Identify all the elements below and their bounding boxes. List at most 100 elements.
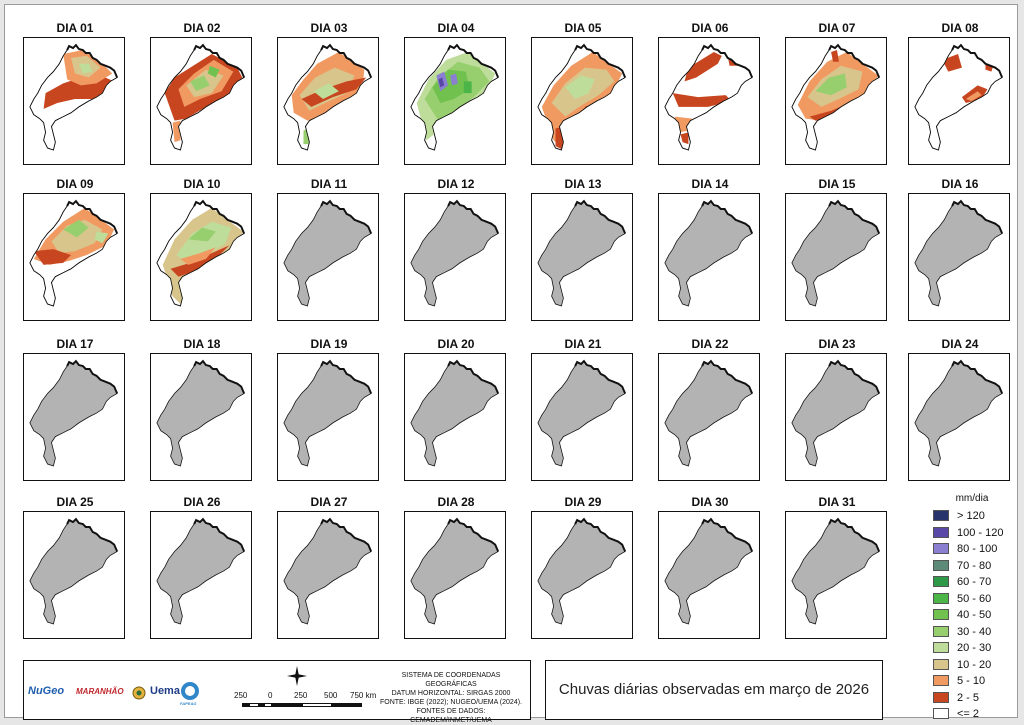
map-frame [531, 353, 633, 481]
day-label: DIA 17 [56, 337, 94, 351]
state-outline [537, 200, 626, 307]
daily-map-panel: DIA 15 [785, 177, 889, 321]
state-outline [410, 518, 499, 625]
daily-map-panel: DIA 20 [404, 337, 508, 481]
rainfall-field [797, 50, 879, 121]
map-frame [785, 353, 887, 481]
state-outline [410, 200, 499, 307]
state-map [29, 199, 119, 307]
daily-map-panel: DIA 16 [908, 177, 1012, 321]
legend-item: 60 - 70 [933, 575, 1017, 589]
state-map [664, 43, 754, 151]
legend-label: 80 - 100 [957, 543, 998, 555]
state-outline [537, 518, 626, 625]
map-frame [404, 511, 506, 639]
state-map [537, 199, 627, 307]
legend-item: 5 - 10 [933, 674, 1017, 688]
coastline [66, 43, 119, 78]
legend-label: 20 - 30 [957, 642, 992, 654]
daily-map-panel: DIA 19 [277, 337, 381, 481]
map-frame [277, 511, 379, 639]
legend-label: 30 - 40 [957, 625, 992, 638]
coastline [66, 359, 119, 394]
legend-item: 20 - 30 [933, 641, 1017, 655]
coastline [193, 43, 246, 78]
coastline [951, 43, 1004, 78]
daily-map-panel: DIA 13 [531, 177, 635, 321]
state-outline [283, 200, 372, 307]
map-frame [531, 193, 633, 321]
uema-logo: Uema [150, 685, 180, 697]
rainfall-field [416, 51, 496, 141]
map-frame [658, 511, 760, 639]
title-box: Chuvas diárias observadas em março de 20… [545, 660, 883, 720]
coastline [828, 517, 881, 552]
coastline [951, 199, 1004, 234]
coastline [828, 199, 881, 234]
map-frame [23, 193, 125, 321]
daily-map-panel: DIA 29 [531, 495, 635, 639]
map-frame [23, 353, 125, 481]
coastline [701, 517, 754, 552]
day-label: DIA 29 [564, 495, 602, 509]
legend-item: 30 - 40 [933, 625, 1017, 639]
day-label: DIA 15 [818, 177, 856, 191]
legend: mm/dia > 120 100 - 120 80 - 100 70 - 80 60 -… [927, 493, 1017, 721]
map-frame [785, 37, 887, 165]
scale-tick: 500 [324, 691, 338, 700]
rainfall-zone [313, 83, 339, 100]
metadata-line: FONTES DE DADOS: CEMADEM/INMET/UEMA [410, 708, 492, 724]
rainfall-zone [190, 75, 210, 92]
day-label: DIA 06 [691, 21, 729, 35]
coastline [701, 43, 754, 78]
scale-bar-segment [302, 703, 332, 707]
coastline [701, 359, 754, 394]
legend-label: 5 - 10 [957, 675, 986, 687]
map-frame [277, 193, 379, 321]
coastline [447, 199, 500, 234]
day-label: DIA 23 [818, 337, 856, 351]
legend-label: 70 - 80 [957, 559, 992, 572]
daily-map-panel: DIA 24 [908, 337, 1012, 481]
day-label: DIA 11 [310, 177, 348, 191]
state-map [914, 43, 1004, 151]
legend-label: > 120 [957, 510, 985, 522]
legend-label: 60 - 70 [957, 576, 992, 588]
day-label: DIA 18 [183, 337, 221, 351]
daily-map-panel: DIA 06 [658, 21, 762, 165]
coastline [447, 517, 500, 552]
daily-map-panel: DIA 14 [658, 177, 762, 321]
day-label: DIA 21 [564, 337, 602, 351]
rainfall-zone [207, 65, 220, 78]
state-map [410, 517, 500, 625]
scale-bar-segment [272, 703, 302, 707]
map-frame [23, 37, 125, 165]
daily-map-panel: DIA 22 [658, 337, 762, 481]
state-map [664, 359, 754, 467]
coastline [320, 199, 373, 234]
coastline [447, 43, 500, 78]
day-label: DIA 02 [183, 21, 221, 35]
map-frame [150, 511, 252, 639]
rainfall-zone [61, 116, 74, 127]
coastline [828, 359, 881, 394]
day-label: DIA 31 [818, 495, 856, 509]
legend-label: <= 2 [957, 708, 980, 720]
rainfall-field [672, 51, 740, 145]
state-map [283, 517, 373, 625]
map-sheet: DIA 01 DIA 02 DIA 03 DIA 04 DIA 05 DIA 06 DIA … [4, 4, 1018, 724]
daily-map-panel: DIA 25 [23, 495, 127, 639]
map-frame [150, 193, 252, 321]
day-label: DIA 05 [564, 21, 602, 35]
legend-item: 100 - 120 [933, 526, 1017, 540]
legend-unit: mm/dia [955, 493, 989, 504]
legend-item: 2 - 5 [933, 691, 1017, 705]
state-map [791, 517, 881, 625]
state-seal-icon [132, 679, 146, 707]
metadata-line: DATUM HORIZONTAL: SIRGAS 2000 [391, 690, 511, 697]
map-metadata: SISTEMA DE COORDENADAS GEOGRÁFICAS DATUM… [376, 671, 526, 725]
coastline [574, 359, 627, 394]
state-outline [914, 360, 1003, 467]
day-label: DIA 30 [691, 495, 729, 509]
nugeo-logo: NuGeo [28, 685, 65, 697]
